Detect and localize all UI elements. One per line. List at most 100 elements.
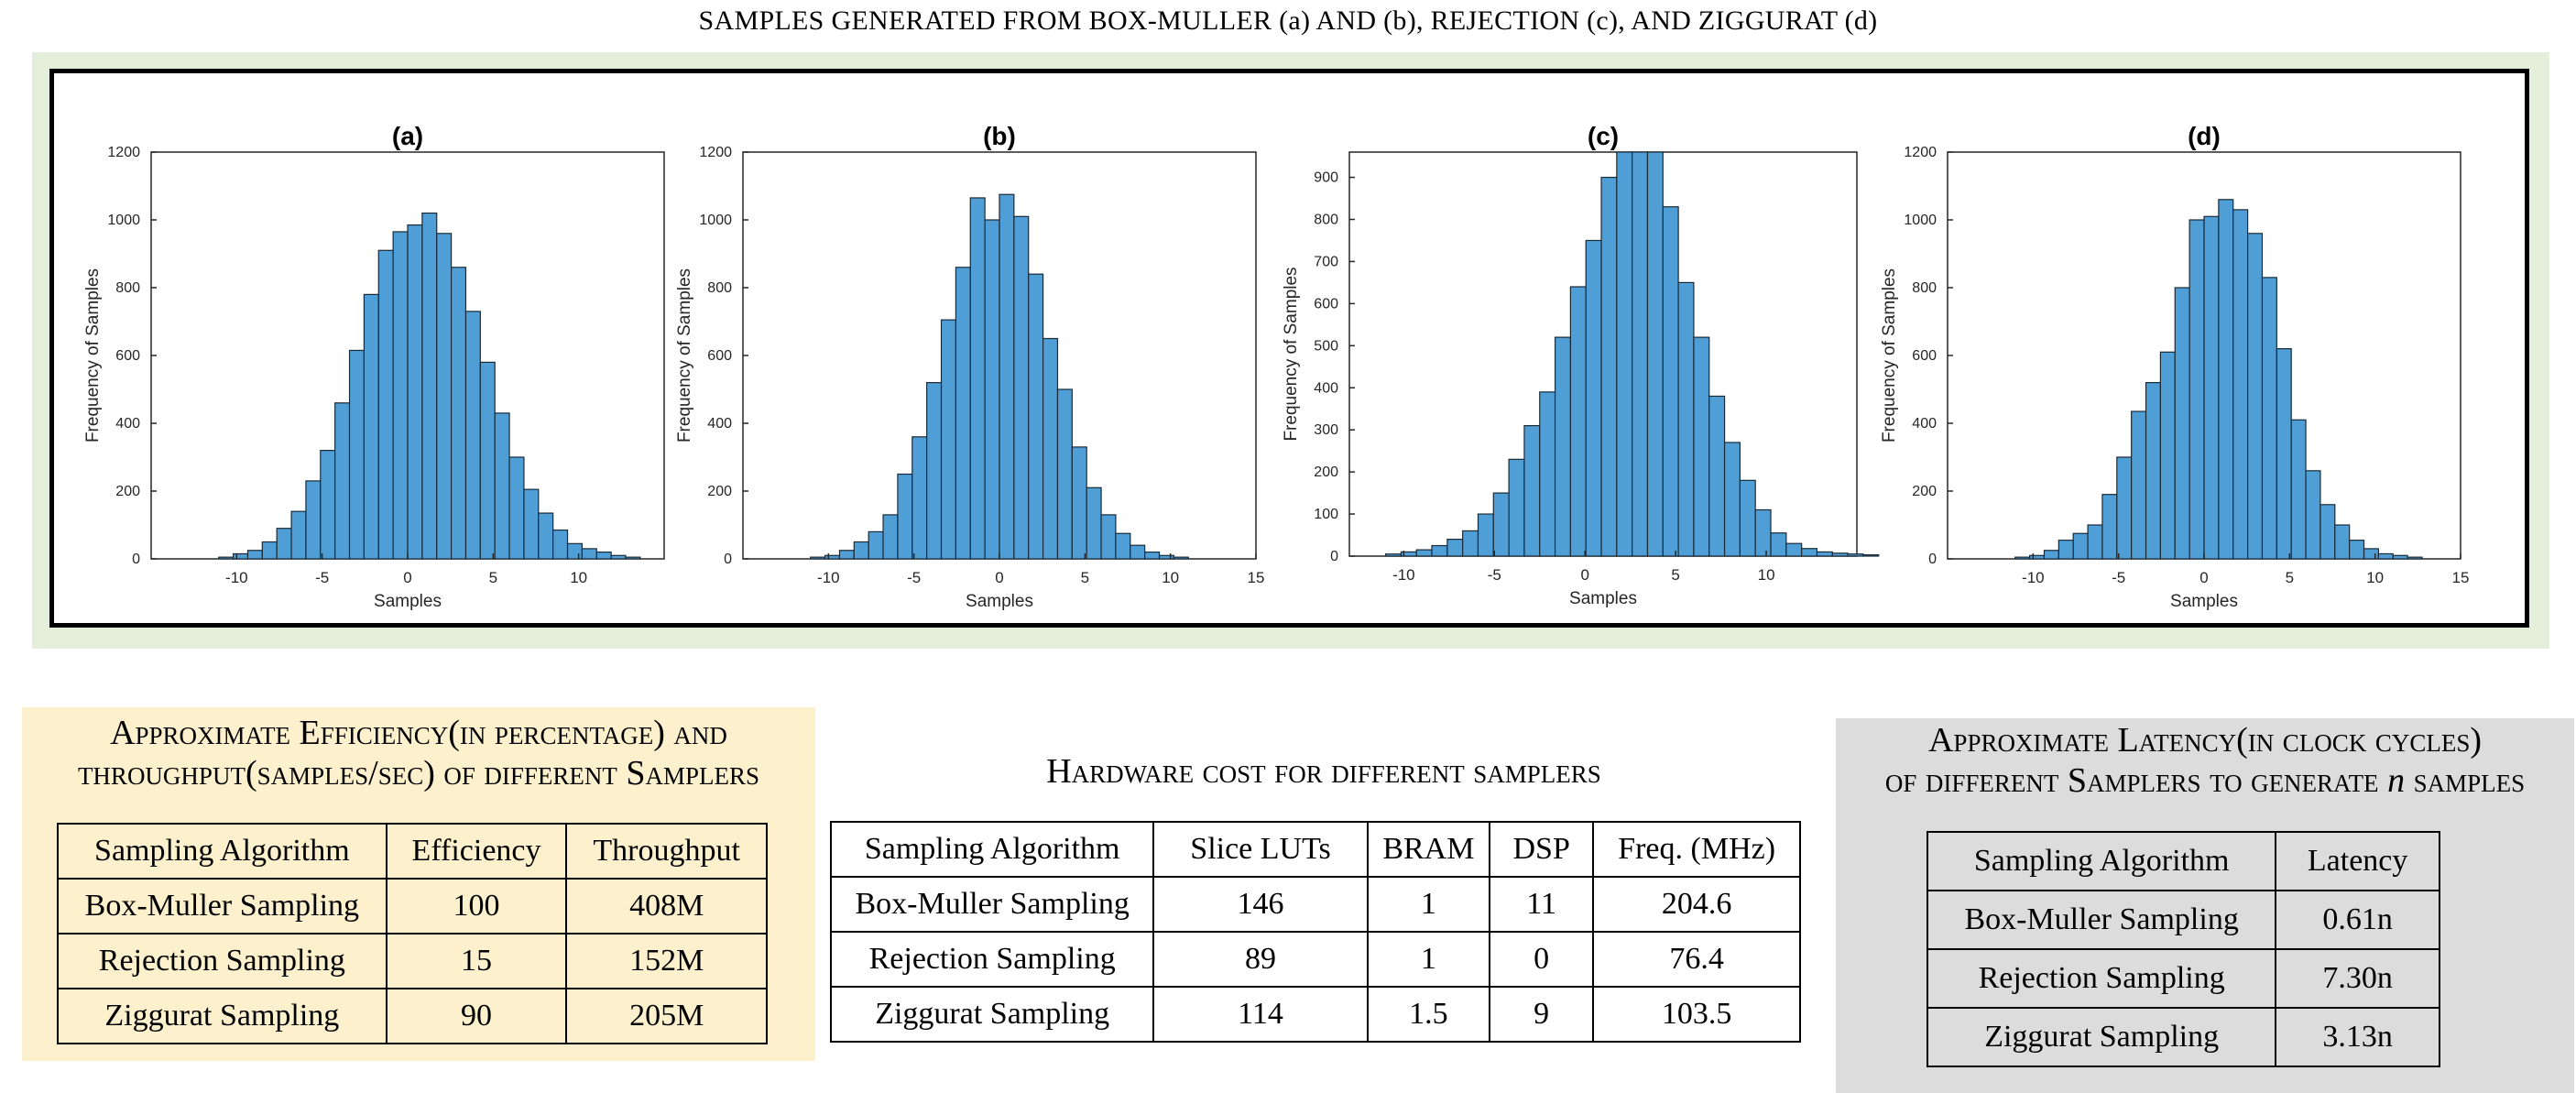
histogram-bar bbox=[246, 550, 263, 560]
histogram-bar bbox=[1384, 553, 1402, 557]
latency-table: Sampling Algorithm Latency Box-Muller Samp… bbox=[1926, 831, 2440, 1067]
histogram-bar bbox=[2363, 548, 2380, 560]
efficiency-cell: 90 bbox=[385, 988, 568, 1044]
y-tick-label: 800 bbox=[1314, 213, 1338, 228]
histogram-bar bbox=[2159, 351, 2176, 560]
histogram-bar bbox=[2276, 348, 2292, 560]
histogram-bar bbox=[2334, 524, 2351, 560]
histogram-bar bbox=[334, 402, 351, 560]
x-tick-label: 0 bbox=[403, 569, 411, 586]
histogram-bar bbox=[2087, 524, 2103, 560]
histogram-bar bbox=[926, 382, 943, 560]
histogram-bar bbox=[625, 556, 641, 560]
histogram-bar bbox=[1862, 554, 1880, 557]
hardware-cell: 76.4 bbox=[1592, 931, 1801, 988]
latency-cell: 3.13n bbox=[2275, 1007, 2440, 1067]
y-tick-label: 200 bbox=[1314, 465, 1338, 480]
y-tick-label: 1000 bbox=[1904, 213, 1937, 228]
histogram-0: -10 -5 0 5 10 0 200 400 600 800 1000 1200 (a) Samples… bbox=[83, 122, 665, 611]
y-tick-label: 400 bbox=[707, 416, 732, 432]
histogram-bar bbox=[2174, 287, 2190, 560]
latency-caption-var: n bbox=[2387, 761, 2406, 800]
x-tick-label: 15 bbox=[2452, 569, 2470, 586]
efficiency-row: Rejection Sampling 15 152M bbox=[57, 933, 768, 989]
latency-row: Ziggurat Sampling 3.13n bbox=[1926, 1007, 2440, 1067]
histogram-bar bbox=[610, 554, 627, 560]
efficiency-cell: 15 bbox=[385, 933, 568, 989]
histogram-bar bbox=[2349, 540, 2365, 560]
histogram-bar bbox=[1013, 215, 1030, 560]
histogram-2: -10 -5 0 5 100100200300400500600700800900(c)… bbox=[1282, 122, 1880, 608]
histogram-bar bbox=[1173, 556, 1189, 560]
latency-cell: Ziggurat Sampling bbox=[1926, 1007, 2277, 1067]
x-axis-label: Samples bbox=[1569, 589, 1637, 608]
histogram-bar bbox=[1662, 206, 1679, 557]
histogram-bar bbox=[2377, 552, 2394, 560]
histogram-bar bbox=[1646, 151, 1664, 557]
chart-title: (a) bbox=[392, 122, 423, 150]
hardware-cell: 146 bbox=[1152, 876, 1369, 933]
histogram-bar bbox=[2319, 504, 2336, 560]
y-tick-label: 600 bbox=[1314, 296, 1338, 312]
histogram-3: -10 -5 0 5 10 15 0 200 400 600 800 1000 1200 (d) Sampl… bbox=[1880, 122, 2469, 611]
latency-caption: Approximate Latency(in clock cycles) of … bbox=[1836, 720, 2574, 801]
efficiency-cell: Ziggurat Sampling bbox=[57, 988, 387, 1044]
histogram-bar bbox=[2043, 550, 2059, 560]
hardware-row: Box-Muller Sampling 146 1 11 204.6 bbox=[829, 876, 1801, 933]
y-tick-label: 800 bbox=[707, 280, 732, 296]
histogram-bar bbox=[1056, 388, 1073, 560]
histogram-bar bbox=[290, 510, 307, 560]
latency-caption-line1: Approximate Latency(in clock cycles) bbox=[1927, 721, 2482, 760]
histogram-bar bbox=[1431, 544, 1448, 557]
y-tick-label: 900 bbox=[1314, 170, 1338, 186]
y-tick-label: 1200 bbox=[699, 145, 732, 160]
x-tick-label: 0 bbox=[2199, 569, 2208, 586]
efficiency-cell: 152M bbox=[565, 933, 768, 989]
y-tick-label: 600 bbox=[707, 348, 732, 364]
y-tick-label: 400 bbox=[115, 416, 140, 432]
hardware-row: Rejection Sampling 89 1 0 76.4 bbox=[829, 931, 1801, 988]
hardware-row: Ziggurat Sampling 114 1.5 9 103.5 bbox=[829, 986, 1801, 1043]
histogram-bar bbox=[276, 528, 292, 560]
histogram-bar bbox=[1801, 548, 1818, 557]
latency-caption-prefix: of different Samplers to generate bbox=[1884, 761, 2388, 800]
efficiency-cell: 205M bbox=[565, 988, 768, 1044]
histogram-bar bbox=[2218, 199, 2234, 560]
histogram-bar bbox=[494, 412, 510, 560]
histogram-bar bbox=[1144, 551, 1161, 560]
x-tick-label: 5 bbox=[1671, 566, 1679, 584]
histogram-bar bbox=[479, 361, 496, 560]
histogram-bar bbox=[1523, 424, 1541, 557]
hardware-caption: Hardware cost for different samplers bbox=[1046, 752, 1601, 791]
histogram-bar bbox=[305, 480, 322, 560]
histogram-bar bbox=[523, 488, 540, 560]
hardware-cell: 11 bbox=[1489, 876, 1595, 933]
histogram-bar bbox=[882, 514, 899, 560]
y-tick-label: 1000 bbox=[699, 213, 732, 228]
y-tick-label: 300 bbox=[1314, 422, 1338, 438]
histogram-bar bbox=[1816, 551, 1833, 557]
histograms-svg: -10 -5 0 5 10020040060080010001200(a)Samples… bbox=[83, 122, 2469, 611]
histogram-bar bbox=[911, 436, 928, 560]
histogram-bar bbox=[868, 530, 884, 560]
x-tick-label: 15 bbox=[1248, 569, 1265, 586]
efficiency-row: Ziggurat Sampling 90 205M bbox=[57, 988, 768, 1044]
hardware-header-cell: BRAM bbox=[1366, 821, 1491, 878]
efficiency-row: Box-Muller Sampling 100 408M bbox=[57, 878, 768, 935]
y-tick-label: 600 bbox=[115, 348, 140, 364]
x-tick-label: -10 bbox=[2022, 569, 2045, 586]
histogram-bar bbox=[940, 319, 956, 560]
efficiency-cell: Rejection Sampling bbox=[57, 933, 387, 989]
histogram-bar bbox=[421, 213, 438, 560]
hardware-table: Sampling Algorithm Slice LUTs BRAM DSP Freq.… bbox=[829, 821, 1801, 1043]
latency-cell: Rejection Sampling bbox=[1926, 948, 2277, 1009]
histogram-bar bbox=[2145, 382, 2162, 560]
histogram-bar bbox=[261, 541, 278, 560]
y-axis-label: Frequency of Samples bbox=[1282, 267, 1301, 441]
histogram-bar bbox=[392, 231, 409, 560]
histogram-bar bbox=[1693, 336, 1710, 557]
hardware-cell: Ziggurat Sampling bbox=[829, 986, 1155, 1043]
histogram-bar bbox=[955, 267, 971, 560]
histogram-bar bbox=[810, 556, 826, 560]
x-tick-label: -10 bbox=[225, 569, 248, 586]
